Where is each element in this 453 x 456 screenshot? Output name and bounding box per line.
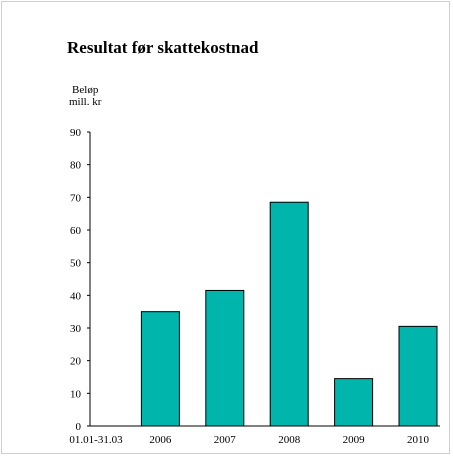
bar xyxy=(398,325,438,427)
x-tick-label: 01.01-31.03 xyxy=(69,434,123,446)
y-tick-label: 80 xyxy=(70,160,82,172)
x-tick-label: 2008 xyxy=(278,434,301,446)
y-tick-label: 10 xyxy=(70,388,82,400)
y-tick-label: 20 xyxy=(70,356,82,368)
y-tick-label: 0 xyxy=(76,421,82,433)
y-axis-label-line1: Beløp xyxy=(72,84,99,96)
y-tick-label: 60 xyxy=(70,225,82,237)
chart-title: Resultat før skattekostnad xyxy=(67,38,259,57)
y-tick-label: 40 xyxy=(70,290,82,302)
y-tick-label: 30 xyxy=(70,323,82,335)
bar xyxy=(140,311,180,427)
y-tick-label: 70 xyxy=(70,192,82,204)
x-tick-label: 2010 xyxy=(407,434,430,446)
bar xyxy=(334,378,374,427)
y-tick-label: 50 xyxy=(70,258,82,270)
y-tick-label: 90 xyxy=(70,127,82,139)
bar xyxy=(205,289,245,427)
y-axis-label-line2: mill. kr xyxy=(69,96,102,108)
x-tick-label: 2006 xyxy=(149,434,172,446)
y-axis-unit-label: Beløp mill. kr xyxy=(69,84,101,108)
bar xyxy=(269,201,309,427)
x-tick-label: 2007 xyxy=(214,434,237,446)
x-tick-label: 2009 xyxy=(343,434,366,446)
